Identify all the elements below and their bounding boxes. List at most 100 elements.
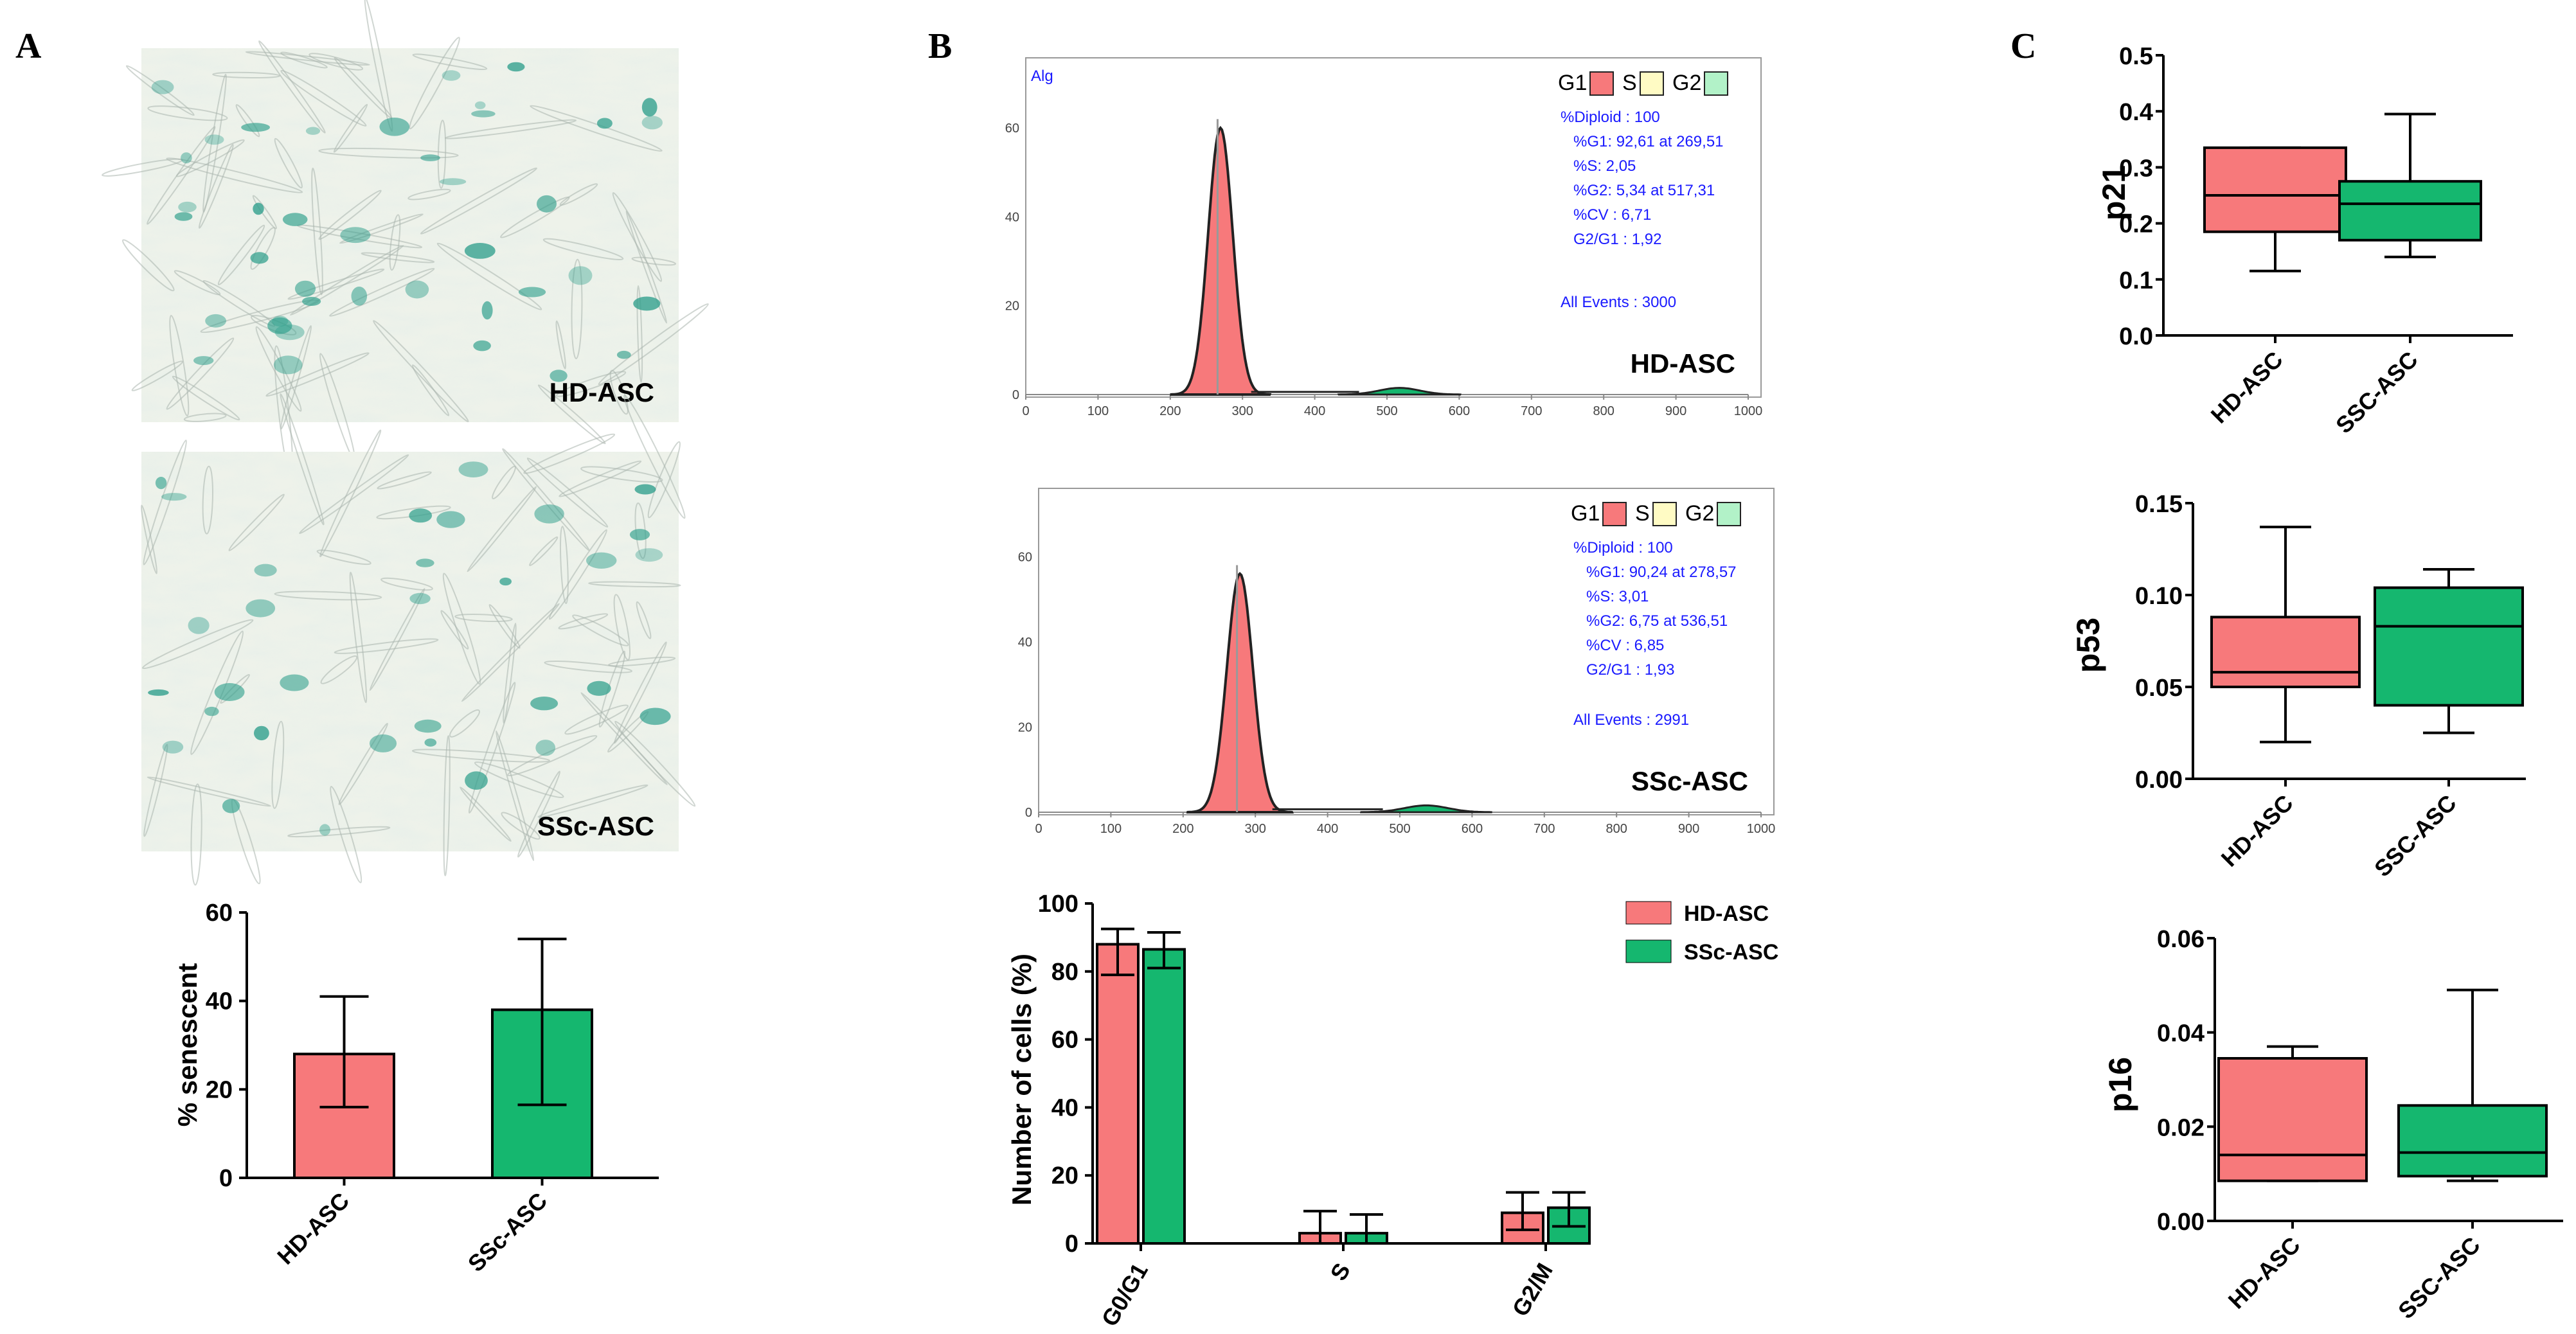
legend-label-g1: G1 bbox=[1571, 501, 1600, 526]
stain-spot bbox=[458, 461, 488, 477]
stats-block: %Diploid : 100 %G1: 90,24 at 278,57 %S: 3,… bbox=[1573, 539, 1737, 679]
cell-body bbox=[555, 320, 566, 369]
stat-line: G2/G1 : 1,92 bbox=[1573, 231, 1661, 248]
cell-body bbox=[548, 529, 607, 620]
stain-spot bbox=[481, 301, 493, 320]
cell-body bbox=[537, 784, 648, 818]
cell-body bbox=[559, 526, 569, 605]
y-tick-label: 0 bbox=[1065, 1231, 1078, 1258]
stain-spot bbox=[409, 592, 431, 605]
x-tick-label: 1000 bbox=[1747, 822, 1776, 836]
stain-spot bbox=[148, 689, 169, 696]
legend-label-g1: G1 bbox=[1558, 71, 1587, 95]
x-tick-label: G2/M bbox=[1507, 1259, 1558, 1321]
micrograph-label-hd: HD-ASC bbox=[550, 377, 654, 407]
box-ssc-asc bbox=[2338, 180, 2482, 242]
cell-body bbox=[409, 37, 460, 130]
stain-spot bbox=[424, 738, 437, 747]
cell-body bbox=[338, 722, 388, 805]
y-tick-label: 0.5 bbox=[2119, 43, 2153, 70]
cell-body bbox=[255, 326, 302, 412]
stat-line: %S: 3,01 bbox=[1586, 588, 1649, 605]
cell-body bbox=[330, 786, 362, 884]
cell-body bbox=[333, 103, 368, 153]
y-axis-label: p21 bbox=[2096, 165, 2132, 220]
y-tick-label: 40 bbox=[1018, 636, 1032, 650]
y-tick-label: 0.06 bbox=[2157, 926, 2205, 953]
stain-spot bbox=[178, 201, 197, 213]
stain-spot bbox=[471, 110, 496, 118]
y-axis-label: p53 bbox=[2070, 618, 2106, 673]
panel-letter-c: C bbox=[2010, 26, 2036, 66]
g1-peak bbox=[1186, 571, 1294, 814]
cell-body bbox=[290, 245, 404, 316]
cell-body bbox=[420, 167, 537, 235]
stain-spot bbox=[204, 706, 219, 716]
cell-body bbox=[287, 268, 385, 300]
legend-swatch-ssc bbox=[1625, 939, 1672, 963]
histogram-legend: G1 S G2 bbox=[1571, 501, 1741, 526]
cell-cycle-chart: Number of cells (%) HD-ASC SSc-ASC 0 20 40… bbox=[1006, 891, 1778, 1331]
stain-spot bbox=[222, 799, 240, 814]
stain-spot bbox=[464, 243, 496, 259]
cell-body bbox=[474, 761, 564, 799]
cell-body bbox=[436, 242, 542, 310]
cell-body bbox=[228, 494, 285, 551]
stain-spot bbox=[409, 508, 433, 523]
cell-body bbox=[166, 337, 235, 410]
stain-spot bbox=[162, 740, 184, 754]
cell-body bbox=[217, 224, 265, 285]
cell-body bbox=[274, 591, 382, 601]
micrograph-ssc: SSc-ASC bbox=[140, 393, 696, 886]
x-tick-label: 600 bbox=[1449, 404, 1470, 418]
x-tick-label: 400 bbox=[1317, 822, 1338, 836]
cell-body bbox=[636, 285, 643, 383]
cell-body bbox=[449, 709, 480, 738]
cell-body bbox=[572, 614, 629, 646]
y-tick-label: 20 bbox=[1051, 1162, 1078, 1189]
cell-body bbox=[334, 638, 439, 654]
y-axis-label: p16 bbox=[2102, 1057, 2138, 1112]
cell-body bbox=[141, 619, 254, 670]
cell-body bbox=[166, 157, 303, 193]
cell-body bbox=[274, 138, 303, 189]
cell-body bbox=[245, 51, 370, 66]
stain-spot bbox=[568, 266, 593, 285]
cell-body bbox=[612, 192, 663, 282]
p21-boxplot: p21 0.0 0.1 0.2 0.3 0.4 0.5 HD-ASC SSC-ASC bbox=[2096, 43, 2513, 438]
cell-body bbox=[271, 720, 285, 809]
stain-spot bbox=[634, 484, 656, 495]
cell-body bbox=[564, 704, 629, 735]
y-tick-label: 0 bbox=[219, 1165, 233, 1192]
stain-spot bbox=[587, 680, 611, 696]
y-tick-label: 80 bbox=[1051, 959, 1078, 986]
sample-label: HD-ASC bbox=[1631, 348, 1735, 378]
x-tick-label: 500 bbox=[1389, 822, 1410, 836]
cell-body bbox=[131, 360, 183, 391]
x-tick-label: 800 bbox=[1593, 404, 1614, 418]
cell-body bbox=[623, 395, 686, 519]
x-tick-label: 300 bbox=[1232, 404, 1253, 418]
y-tick-label: 0.1 bbox=[2119, 267, 2153, 294]
cell-body bbox=[361, 252, 435, 263]
cell-body bbox=[143, 440, 187, 565]
cell-body bbox=[299, 454, 409, 535]
micrograph-label-ssc: SSc-ASC bbox=[537, 811, 654, 841]
y-tick-label: 0.05 bbox=[2135, 675, 2183, 702]
bar-g0-g1-hd-asc bbox=[1096, 943, 1140, 1245]
cell-body bbox=[265, 352, 370, 397]
x-tick-label: 300 bbox=[1245, 822, 1266, 836]
x-tick-label: 500 bbox=[1376, 404, 1397, 418]
legend-label-s: S bbox=[1635, 501, 1650, 526]
y-tick-label: 0.0 bbox=[2119, 323, 2153, 350]
cell-body bbox=[598, 303, 709, 386]
stat-line: %G2: 5,34 at 517,31 bbox=[1573, 182, 1715, 199]
stain-spot bbox=[205, 314, 226, 328]
cell-body bbox=[555, 371, 627, 397]
stain-spots bbox=[140, 393, 696, 886]
stain-spot bbox=[250, 252, 269, 264]
cell-body bbox=[580, 466, 663, 483]
cell-body bbox=[212, 71, 281, 79]
legend-swatch-g1 bbox=[1589, 71, 1614, 96]
